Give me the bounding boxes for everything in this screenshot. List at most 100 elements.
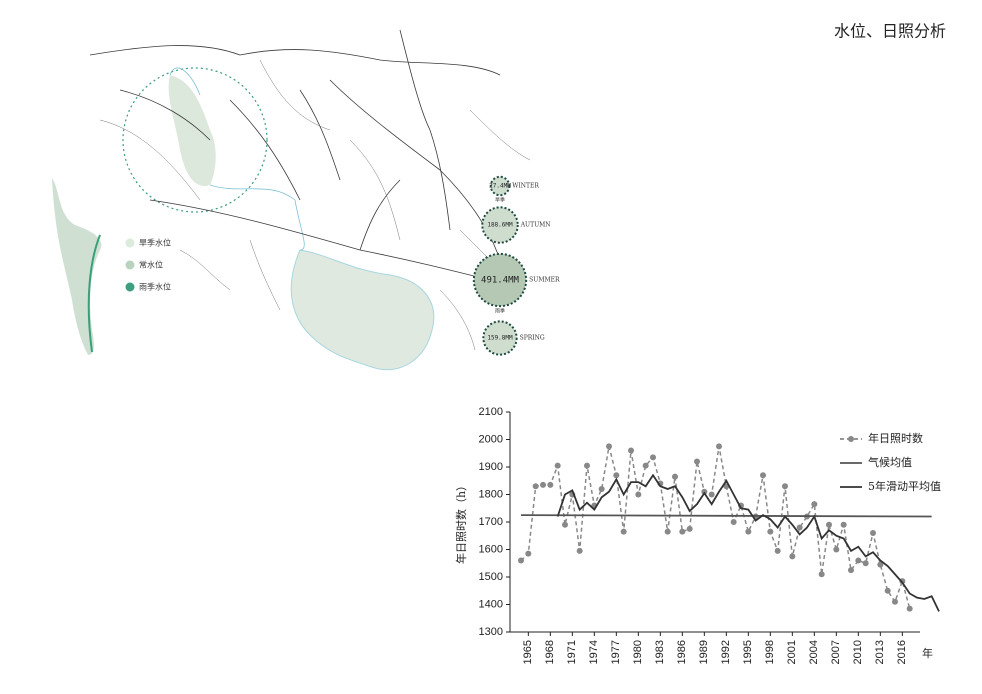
legend-swatch xyxy=(125,238,135,248)
season-name: AUTUMN xyxy=(520,222,551,229)
data-point xyxy=(730,519,737,525)
data-point xyxy=(870,530,876,536)
data-point xyxy=(884,587,891,594)
data-point xyxy=(833,546,840,553)
x-tick-label: 1977 xyxy=(610,640,622,664)
wetland xyxy=(52,178,102,355)
x-tick-label: 1986 xyxy=(676,640,688,664)
season-note: 雨季 xyxy=(495,308,505,315)
x-tick-label: 2007 xyxy=(830,640,842,664)
rainfall-label: 491.4MM xyxy=(481,276,520,286)
season-name: SPRING xyxy=(520,335,545,342)
x-tick-label: 2016 xyxy=(896,640,908,664)
y-tick-label: 1800 xyxy=(479,488,503,500)
x-tick-label: 2010 xyxy=(852,640,864,664)
x-tick-label: 1998 xyxy=(764,640,776,664)
y-tick-label: 1500 xyxy=(479,571,503,583)
data-point xyxy=(892,598,898,605)
x-tick-label: 1974 xyxy=(588,640,600,664)
x-tick-label: 1995 xyxy=(742,640,754,664)
data-point xyxy=(840,521,847,528)
y-axis-label: 年日照时数（h） xyxy=(454,480,468,564)
data-point xyxy=(848,567,854,574)
x-tick-label: 1980 xyxy=(632,640,644,664)
x-tick-label: 1971 xyxy=(566,640,578,664)
data-point xyxy=(584,462,590,469)
season-note: 旱季 xyxy=(495,197,505,204)
x-tick-label: 2004 xyxy=(808,640,820,664)
y-tick-label: 1600 xyxy=(479,543,503,555)
data-point xyxy=(716,443,722,450)
x-tick-label: 1983 xyxy=(654,640,666,664)
data-point xyxy=(745,528,752,535)
data-point xyxy=(789,553,796,560)
rainfall-label: 27.4MM xyxy=(489,183,511,190)
data-point xyxy=(906,605,913,612)
data-point xyxy=(686,525,693,532)
data-point xyxy=(679,528,686,535)
data-point xyxy=(554,462,561,469)
data-point xyxy=(694,458,700,465)
rainfall-label: 159.8MM xyxy=(487,335,513,342)
river xyxy=(169,67,305,251)
season-name: WINTER xyxy=(512,183,539,190)
data-point xyxy=(576,547,583,554)
legend-label: 年日照时数 xyxy=(868,431,923,445)
legend-label: 雨季水位 xyxy=(139,282,171,292)
legend-label: 旱季水位 xyxy=(139,238,171,248)
lake-north xyxy=(168,75,216,186)
data-point xyxy=(518,557,524,564)
series-line xyxy=(520,446,911,609)
rainfall-circle xyxy=(489,175,511,197)
legend-swatch xyxy=(125,260,135,270)
legend-label: 气候均值 xyxy=(868,455,912,469)
season-name: SUMMER xyxy=(529,277,560,284)
roads xyxy=(89,29,501,281)
data-point xyxy=(547,481,554,488)
data-point xyxy=(862,560,869,567)
data-point xyxy=(525,550,532,557)
y-tick-label: 1700 xyxy=(479,516,503,528)
rainfall-circle xyxy=(481,206,519,244)
series-line xyxy=(520,514,932,518)
lake-main xyxy=(290,249,435,371)
data-point xyxy=(598,486,605,492)
data-point xyxy=(826,521,832,528)
focus-circle xyxy=(122,67,268,213)
data-point xyxy=(811,501,818,508)
data-point xyxy=(767,528,774,535)
legend-swatch xyxy=(125,282,135,292)
x-tick-label: 1968 xyxy=(544,640,556,664)
data-point xyxy=(877,561,884,568)
x-tick-label: 1965 xyxy=(522,640,534,664)
rainfall-circle xyxy=(472,252,528,308)
data-point xyxy=(540,481,546,488)
data-point xyxy=(606,443,612,450)
data-point xyxy=(796,524,803,531)
data-point xyxy=(760,472,766,479)
data-point xyxy=(672,473,678,480)
data-point xyxy=(774,547,781,554)
y-tick-label: 2000 xyxy=(479,433,503,445)
data-point xyxy=(708,491,715,498)
data-point xyxy=(562,521,568,528)
series-line xyxy=(556,473,940,612)
data-point xyxy=(855,557,862,564)
page-title: 水位、日照分析 xyxy=(834,22,946,41)
data-point xyxy=(532,483,539,490)
data-point xyxy=(628,447,634,454)
legend-label: 5年滑动平均值 xyxy=(868,479,941,493)
data-point xyxy=(664,528,671,535)
x-tick-label: 2013 xyxy=(874,640,886,664)
y-tick-label: 1300 xyxy=(479,626,503,638)
y-tick-label: 1400 xyxy=(479,598,503,610)
legend-label: 常水位 xyxy=(139,260,163,270)
rainfall-circle xyxy=(482,320,518,356)
data-point xyxy=(620,528,627,535)
x-axis-label: 年 xyxy=(922,646,933,660)
data-point xyxy=(650,454,656,461)
x-tick-label: 1989 xyxy=(698,640,710,664)
x-tick-label: 2001 xyxy=(786,640,798,664)
